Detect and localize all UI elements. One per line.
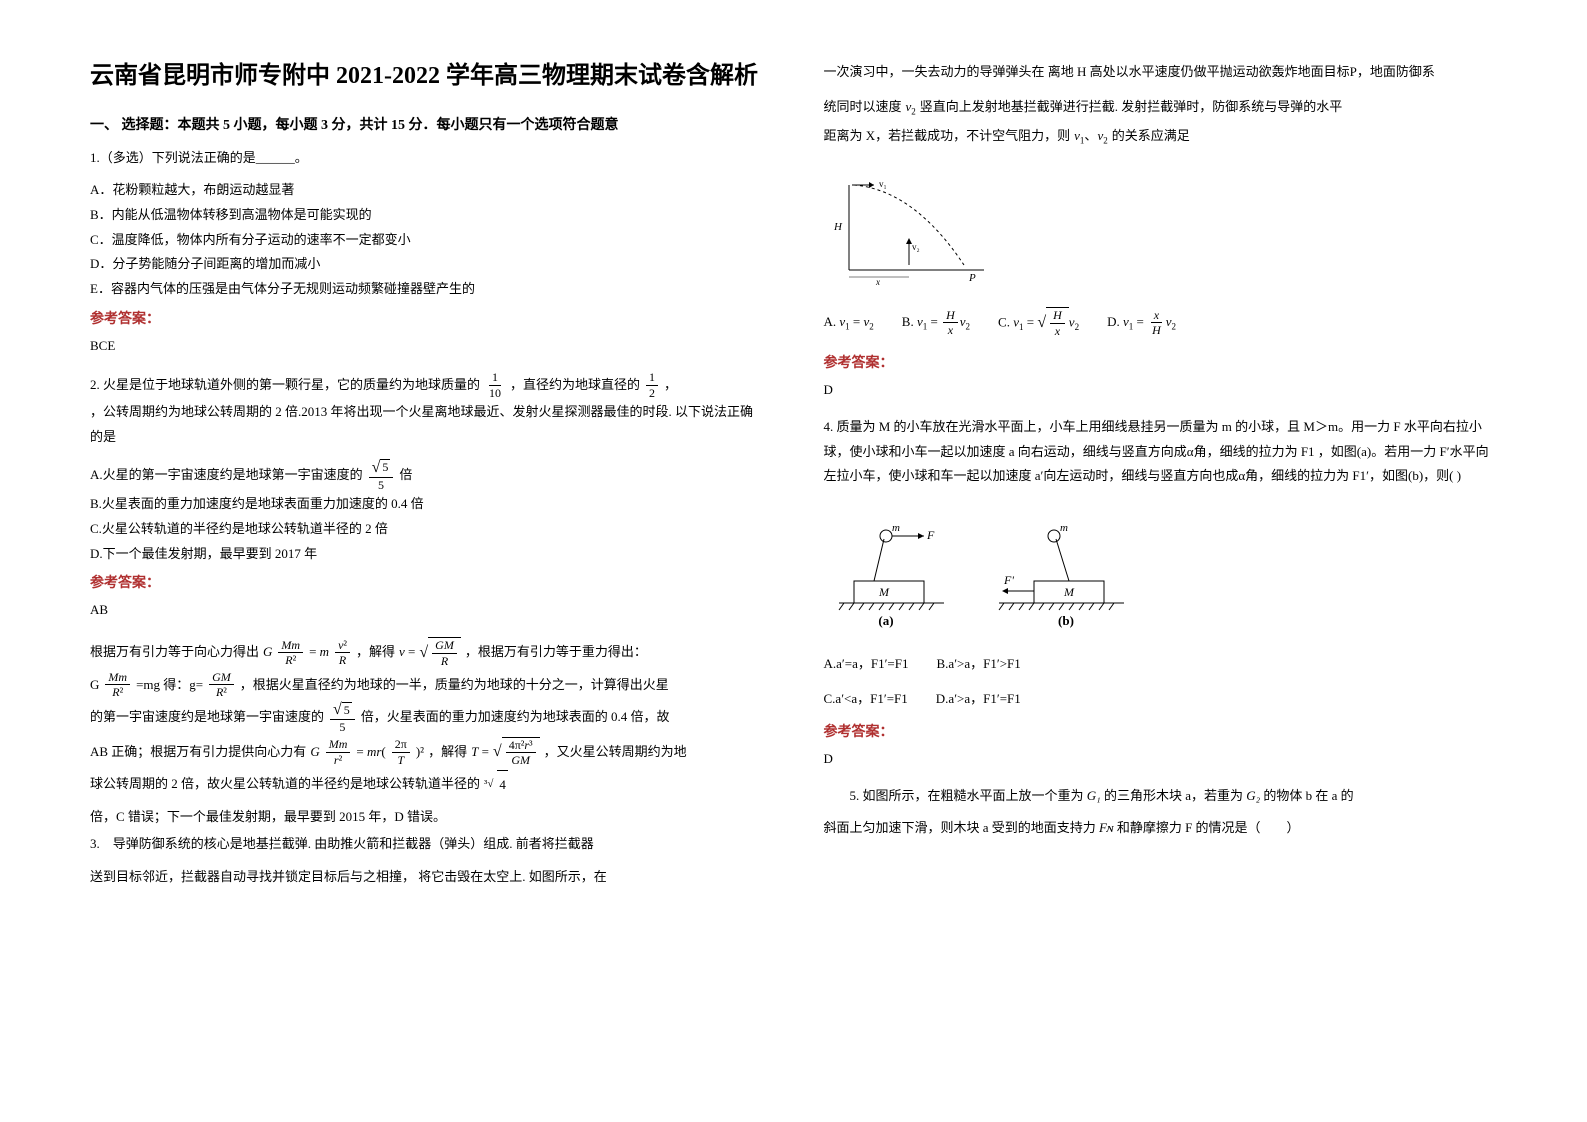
q1-A: A．花粉颗粒越大，布朗运动越显著: [90, 178, 764, 203]
q4-stem: 4. 质量为 M 的小车放在光滑水平面上，小车上用细线悬挂另一质量为 m 的小球…: [824, 415, 1498, 489]
svg-text:(a): (a): [878, 613, 893, 628]
svg-text:v₂: v₂: [912, 242, 920, 252]
q2-D: D.下一个最佳发射期，最早要到 2017 年: [90, 542, 764, 567]
q4-options-row2: C.a′<a，F1′=F1 D.a′>a，F1′=F1: [824, 688, 1498, 707]
q3-stem2: 送到目标邻近，拦截器自动寻找并锁定目标后与之相撞， 将它击毁在太空上. 如图所示…: [90, 865, 764, 890]
q2-stem-post: ，: [664, 371, 677, 400]
q2-A-post: 倍: [399, 461, 412, 490]
q5-stem2: 斜面上匀加速下滑，则木块 a 受到的地面支持力 Fɴ 和静摩擦力 F 的情况是（…: [824, 816, 1498, 841]
q2-A-frac: 5 5: [369, 458, 394, 493]
q1-stem: 1.（多选）下列说法正确的是______。: [90, 146, 764, 171]
q5-stem: 5. 如图所示，在粗糙水平面上放一个重为 G₁ 的三角形木块 a，若重为 G₂ …: [824, 784, 1498, 809]
q3-diagram: v₁ H v₂ P x: [824, 165, 1498, 285]
q1-answer-label: 参考答案：: [90, 308, 764, 328]
q4-options-row1: A.a′=a，F1′=F1 B.a′>a，F1′>F1: [824, 653, 1498, 672]
q4-diagram: M m F (a) M m F' (b): [824, 511, 1498, 631]
q3-B: B. v1 = Hxv2: [902, 308, 970, 338]
svg-text:x: x: [875, 277, 880, 285]
q4-answer: D: [824, 747, 1498, 772]
q3-stem4: 统同时以速度 v2 竖直向上发射地基拦截弹进行拦截. 发射拦截弹时，防御系统与导…: [824, 93, 1498, 122]
q2-stem: 2. 火星是位于地球轨道外侧的第一颗行星，它的质量约为地球质量的 110 ，直径…: [90, 370, 764, 400]
q4-C: C.a′<a，F1′=F1: [824, 688, 908, 707]
left-column: 云南省昆明市师专附中 2021-2022 学年高三物理期末试卷含解析 一、 选择…: [90, 60, 764, 1062]
svg-text:(b): (b): [1058, 613, 1074, 628]
q2-A: A.火星的第一宇宙速度约是地球第一宇宙速度的 5 5 倍: [90, 458, 764, 493]
q3-stem3: 一次演习中，一失去动力的导弹弹头在 离地 H 高处以水平速度仍做平抛运动欲轰炸地…: [824, 60, 1498, 85]
q2-frac1: 110: [486, 370, 504, 400]
q1-answer: BCE: [90, 334, 764, 359]
svg-text:F: F: [926, 528, 935, 542]
label-P: P: [968, 272, 976, 284]
q4-B: B.a′>a，F1′>F1: [937, 653, 1021, 672]
q1-E: E．容器内气体的压强是由气体分子无规则运动频繁碰撞器壁产生的: [90, 277, 764, 302]
q3-stem1: 3. 导弹防御系统的核心是地基拦截弹. 由助推火箭和拦截器（弹头）组成. 前者将…: [90, 832, 764, 857]
q1-C: C．温度降低，物体内所有分子运动的速率不一定都变小: [90, 228, 764, 253]
svg-text:M: M: [878, 585, 890, 599]
q2-B: B.火星表面的重力加速度约是地球表面重力加速度的 0.4 倍: [90, 492, 764, 517]
svg-text:F': F': [1003, 573, 1014, 587]
q2-C: C.火星公转轨道的半径约是地球公转轨道半径的 2 倍: [90, 517, 764, 542]
q1-D: D．分子势能随分子间距离的增加而减小: [90, 252, 764, 277]
q2-frac2: 12: [646, 370, 658, 400]
section-title: 一、 选择题：本题共 5 小题，每小题 3 分，共计 15 分．每小题只有一个选…: [90, 114, 764, 134]
q3-C: C. v1 = Hxv2: [998, 307, 1079, 338]
q2-stem-mid: ，直径约为地球直径的: [510, 371, 640, 400]
q4-answer-label: 参考答案：: [824, 721, 1498, 741]
right-column: 一次演习中，一失去动力的导弹弹头在 离地 H 高处以水平速度仍做平抛运动欲轰炸地…: [824, 60, 1498, 1062]
q2-explain5: 球公转周期的 2 倍，故火星公转轨道的半径约是地球公转轨道半径的 ³√4 倍，C…: [90, 770, 764, 832]
q3-A: A. v1 = v2: [824, 314, 874, 332]
q3-D: D. v1 = xHv2: [1107, 308, 1176, 338]
q4-D: D.a′>a，F1′=F1: [936, 688, 1021, 707]
q2-explain1: 根据万有引力等于向心力得出 G MmR² = m v²R ，解得 v = GMR…: [90, 635, 764, 670]
svg-text:M: M: [1063, 585, 1075, 599]
svg-text:m: m: [892, 522, 900, 534]
q2-stem-pre: 2. 火星是位于地球轨道外侧的第一颗行星，它的质量约为地球质量的: [90, 371, 480, 400]
main-title: 云南省昆明市师专附中 2021-2022 学年高三物理期末试卷含解析: [90, 60, 764, 94]
q2-A-pre: A.火星的第一宇宙速度约是地球第一宇宙速度的: [90, 461, 363, 490]
svg-text:v₁: v₁: [879, 179, 887, 189]
q1-B: B．内能从低温物体转移到高温物体是可能实现的: [90, 203, 764, 228]
q2-explain2: G MmR² =mg 得：g= GMR² ，根据火星直径约为地球的一半，质量约为…: [90, 670, 764, 700]
svg-text:m: m: [1060, 522, 1068, 534]
q2-answer-label: 参考答案：: [90, 572, 764, 592]
q2-answer: AB: [90, 598, 764, 623]
q3-options: A. v1 = v2 B. v1 = Hxv2 C. v1 = Hxv2 D. …: [824, 307, 1498, 338]
q3-answer: D: [824, 378, 1498, 403]
q3-answer-label: 参考答案：: [824, 352, 1498, 372]
q2-explain3: 的第一宇宙速度约是地球第一宇宙速度的 55 倍，火星表面的重力加速度约为地球表面…: [90, 700, 764, 735]
formula-g1: G: [263, 638, 272, 667]
q2-explain4: AB 正确；根据万有引力提供向心力有 G Mmr² = mr( 2πT )² ，…: [90, 734, 764, 769]
q2-stem-post2: ，公转周期约为地球公转周期的 2 倍.2013 年将出现一个火星离地球最近、发射…: [90, 400, 764, 449]
q3-stem5: 距离为 X，若拦截成功，不计空气阻力，则 v1、v2 的关系应满足: [824, 122, 1498, 151]
label-H: H: [833, 221, 843, 233]
q4-A: A.a′=a，F1′=F1: [824, 653, 909, 672]
